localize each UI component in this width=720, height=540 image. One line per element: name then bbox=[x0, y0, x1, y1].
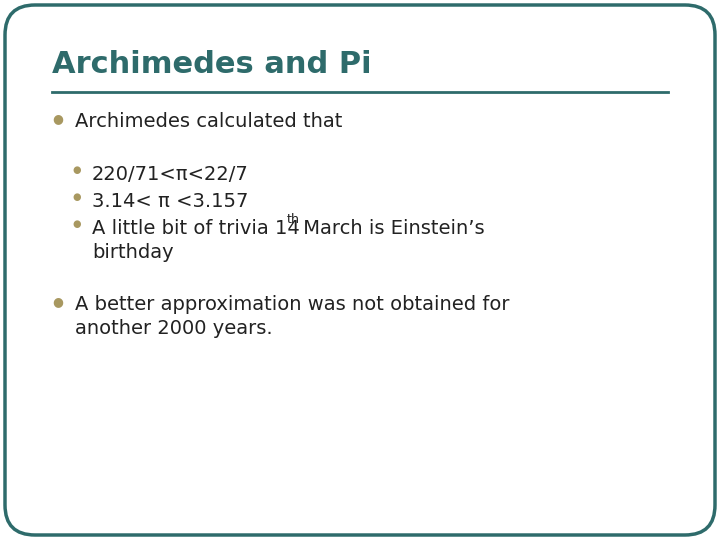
Text: 3.14< π <3.157: 3.14< π <3.157 bbox=[92, 192, 248, 211]
Text: ●: ● bbox=[72, 219, 81, 229]
FancyBboxPatch shape bbox=[5, 5, 715, 535]
Text: 220/71<π<22/7: 220/71<π<22/7 bbox=[92, 165, 248, 184]
Text: ●: ● bbox=[72, 165, 81, 175]
Text: A better approximation was not obtained for: A better approximation was not obtained … bbox=[75, 295, 510, 314]
Text: another 2000 years.: another 2000 years. bbox=[75, 319, 273, 338]
Text: th: th bbox=[287, 213, 300, 226]
Text: birthday: birthday bbox=[92, 243, 174, 262]
Text: ●: ● bbox=[52, 112, 63, 125]
Text: Archimedes calculated that: Archimedes calculated that bbox=[75, 112, 343, 131]
Text: A little bit of trivia 14: A little bit of trivia 14 bbox=[92, 219, 300, 238]
Text: ●: ● bbox=[72, 192, 81, 202]
Text: ●: ● bbox=[52, 295, 63, 308]
Text: Archimedes and Pi: Archimedes and Pi bbox=[52, 50, 372, 79]
Text: March is Einstein’s: March is Einstein’s bbox=[297, 219, 485, 238]
